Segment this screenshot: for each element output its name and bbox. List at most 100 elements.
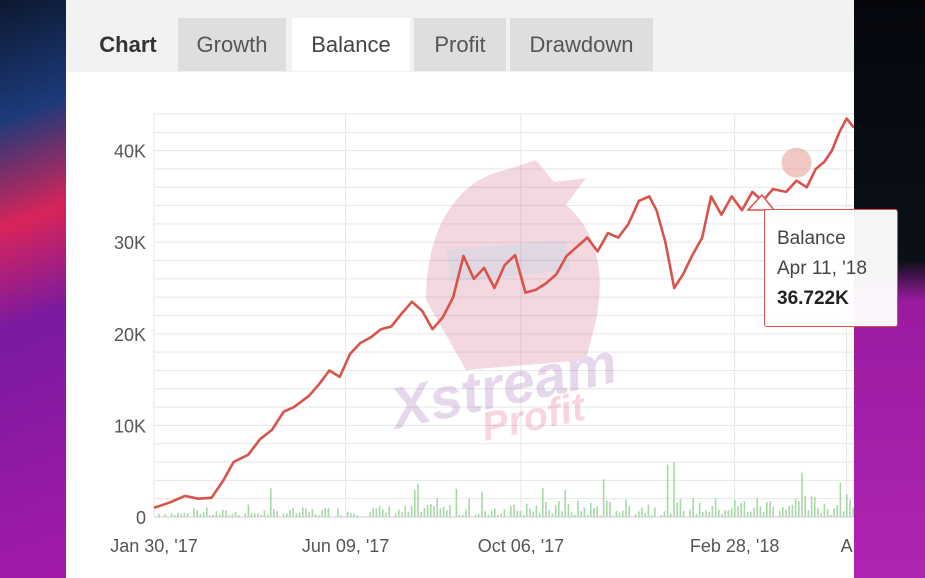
volume-bar	[852, 507, 854, 517]
volume-bar	[814, 497, 816, 517]
volume-bar	[180, 513, 182, 517]
volume-bar	[676, 502, 678, 517]
volume-bar	[314, 514, 317, 517]
volume-bar	[353, 513, 355, 517]
volume-bar	[164, 514, 166, 517]
volume-bar	[702, 512, 704, 517]
volume-bar	[439, 508, 442, 517]
volume-bar	[500, 513, 502, 517]
y-tick-label: 10K	[114, 416, 146, 436]
x-tick-label: Jun 09, '17	[302, 536, 390, 556]
volume-bar	[394, 513, 397, 517]
volume-bar	[449, 505, 451, 517]
volume-bar	[612, 515, 614, 517]
volume-bar	[708, 511, 710, 517]
volume-bar	[753, 507, 755, 517]
volume-bar	[804, 495, 806, 517]
volume-bar	[718, 509, 720, 517]
volume-bar	[599, 515, 602, 517]
volume-bar	[510, 505, 512, 517]
volume-bar	[263, 510, 266, 517]
volume-bar	[231, 513, 234, 517]
volume-bar	[519, 511, 522, 517]
tab-growth[interactable]: Growth	[178, 18, 286, 71]
tab-drawdown[interactable]: Drawdown	[510, 18, 653, 71]
volume-bar	[215, 511, 218, 517]
tab-profit[interactable]: Profit	[414, 18, 506, 71]
volume-bar	[490, 510, 493, 517]
volume-bar	[734, 499, 736, 517]
volume-bar	[276, 511, 278, 517]
volume-bar	[654, 507, 656, 517]
volume-bar	[778, 510, 781, 517]
volume-bar	[756, 498, 758, 517]
volume-bar	[606, 500, 608, 517]
volume-bar	[574, 514, 576, 517]
volume-bar	[737, 506, 739, 517]
volume-bar	[801, 472, 803, 517]
volume-bar	[522, 515, 525, 517]
volume-bar	[833, 508, 835, 517]
volume-bar	[596, 506, 598, 517]
tooltip-date: Apr 11, '18	[777, 258, 867, 279]
volume-bar	[238, 515, 240, 517]
volume-bar	[324, 508, 326, 517]
balance-chart: Xstream Profit 0 10K 20K 30K 40K Jan 30, '17…	[110, 113, 854, 556]
volume-bar	[849, 499, 851, 517]
volume-bar	[724, 510, 726, 517]
volume-bar	[516, 510, 518, 517]
volume-bar	[474, 514, 477, 517]
volume-bar	[442, 506, 445, 517]
volume-bar	[289, 510, 291, 517]
volume-bar	[260, 514, 262, 517]
volume-bar	[446, 510, 448, 517]
volume-bar	[577, 500, 579, 517]
volume-bar	[730, 508, 733, 517]
volume-bar	[209, 515, 211, 517]
volume-bar	[839, 482, 842, 517]
volume-bar	[644, 513, 646, 517]
volume-bar	[481, 491, 483, 517]
volume-bar	[478, 513, 480, 517]
volume-bar	[826, 509, 829, 517]
y-axis-ticks: 0 10K 20K 30K 40K	[114, 142, 146, 528]
volume-bar	[468, 499, 470, 517]
balance-series-line	[153, 117, 854, 510]
volume-bar	[602, 479, 605, 517]
volume-bar	[327, 508, 330, 517]
chart-title: Chart	[99, 32, 157, 57]
volume-bar	[794, 499, 797, 517]
volume-bar	[225, 510, 227, 517]
volume-bar	[782, 507, 784, 517]
volume-bar	[618, 512, 621, 517]
volume-bar	[417, 483, 419, 517]
x-tick-label: Feb 28, '18	[690, 536, 780, 556]
volume-bar	[538, 513, 541, 517]
volume-bar	[830, 514, 832, 517]
volume-bar	[660, 515, 662, 517]
volume-bar	[634, 514, 637, 517]
volume-bar	[401, 512, 403, 517]
y-tick-label: 40K	[114, 142, 146, 162]
volume-bar	[682, 510, 685, 517]
volume-bar	[426, 505, 429, 517]
volume-bar	[615, 510, 618, 517]
volume-bar	[810, 496, 813, 517]
volume-bar	[532, 511, 534, 517]
volume-bar	[222, 509, 224, 517]
volume-bar	[788, 505, 790, 517]
volume-bar	[298, 512, 301, 517]
tab-balance[interactable]: Balance	[292, 18, 410, 71]
volume-bar	[791, 504, 794, 517]
volume-bar	[628, 505, 630, 517]
volume-bar	[372, 508, 374, 517]
volume-bar	[622, 510, 624, 517]
volume-bar	[798, 501, 800, 517]
volume-bar	[548, 510, 550, 517]
volume-bar	[375, 508, 378, 517]
volume-bar	[721, 514, 723, 517]
volume-bar	[750, 511, 752, 517]
volume-bar	[567, 503, 570, 517]
volume-bar	[212, 514, 214, 517]
volume-bar	[650, 515, 653, 517]
